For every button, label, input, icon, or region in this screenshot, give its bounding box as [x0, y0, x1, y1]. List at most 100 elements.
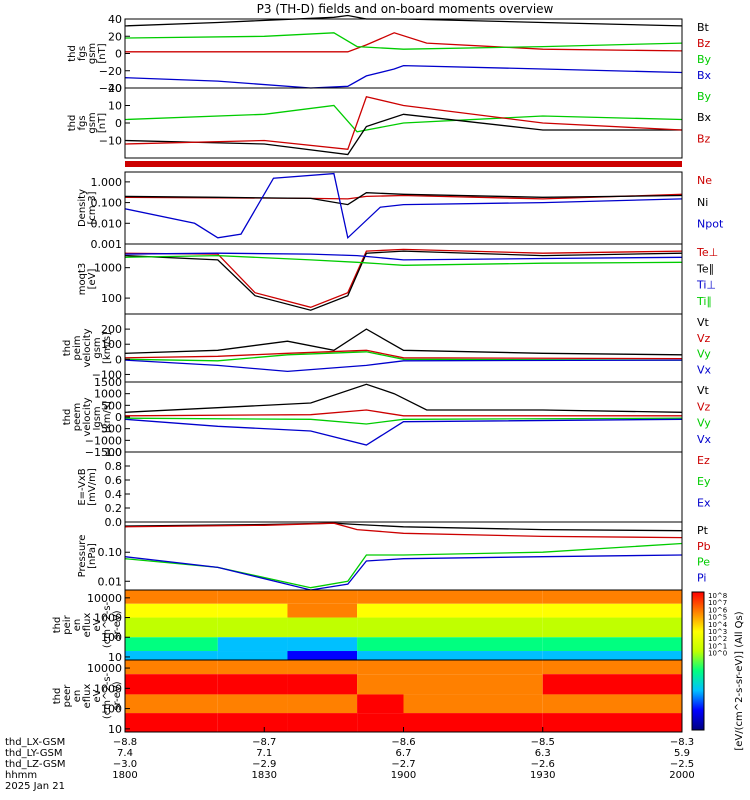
series-line-Vz — [124, 349, 683, 360]
colorbar-tick: 10^5 — [708, 614, 727, 622]
y-axis-label: eflux — [82, 684, 93, 709]
heatmap-cell — [217, 590, 288, 604]
heatmap-cell — [542, 651, 682, 660]
x-row-value: −2.5 — [670, 759, 694, 770]
panel-7 — [124, 451, 683, 523]
y-axis-label: peem — [72, 403, 83, 431]
series-line-Bz — [124, 96, 683, 151]
y-tick-label: 0.6 — [105, 474, 123, 487]
panel-frame — [124, 381, 683, 453]
y-tick-label: 10000 — [87, 662, 122, 675]
series-line-Bx — [124, 64, 683, 89]
y-tick-label: 1000 — [94, 262, 122, 275]
x-row-value: −2.9 — [252, 759, 276, 770]
heatmap-cell — [403, 651, 543, 660]
y-axis-label: [km/s] — [102, 401, 113, 433]
panel-5 — [124, 313, 683, 383]
y-tick-label: 40 — [108, 13, 122, 26]
y-tick-label: 100 — [101, 338, 122, 351]
series-line-Pe — [124, 542, 683, 589]
series-line-Npot — [124, 172, 683, 240]
y-axis-label: [eV] — [87, 269, 98, 290]
heatmap-cell — [403, 713, 543, 732]
y-tick-label: 0.100 — [91, 197, 123, 210]
legend-Npot: Npot — [697, 218, 724, 231]
y-axis-label: fgs — [77, 115, 88, 130]
legend-Pi: Pi — [697, 571, 706, 584]
colorbar — [691, 591, 705, 731]
y-axis-label: en — [72, 690, 83, 703]
y-axis-label: [nPa] — [87, 543, 98, 569]
y-axis-label: thd — [67, 115, 78, 132]
y-tick-label: 10 — [108, 651, 122, 664]
y-axis-label: thd — [67, 45, 78, 62]
series-line-Vy — [124, 351, 683, 362]
x-row-value: −8.5 — [531, 737, 555, 748]
series-line-Te∥ — [124, 250, 683, 311]
panel-frame — [124, 451, 683, 523]
x-row-value: −3.0 — [113, 759, 137, 770]
y-axis-label: gsm — [87, 112, 98, 133]
heatmap-cell — [125, 660, 218, 675]
series-line-Vx — [124, 359, 683, 373]
y-axis-label: [mV/m] — [87, 468, 98, 506]
x-row-value: 1900 — [391, 770, 416, 781]
heatmap-cell — [357, 713, 404, 732]
series-line-Ni — [124, 192, 683, 206]
heatmap-cell — [217, 713, 288, 732]
y-tick-label: 0.01 — [98, 575, 123, 588]
series-line-Te⊥ — [124, 248, 683, 308]
heatmap-cell — [403, 617, 543, 638]
heatmap-cell — [125, 603, 218, 618]
y-axis-label: eflux — [82, 613, 93, 638]
y-tick-label: −10 — [99, 135, 122, 148]
legend-Bz: Bz — [697, 132, 711, 145]
x-row-value: −8.6 — [391, 737, 415, 748]
series-line-Ti⊥ — [124, 252, 683, 261]
series-line-Bt — [124, 14, 683, 27]
heatmap-cell — [125, 694, 218, 714]
panel-10 — [124, 659, 683, 733]
heatmap-cell — [357, 603, 404, 618]
x-row-value: 1800 — [112, 770, 137, 781]
heatmap-cell — [403, 590, 543, 604]
y-tick-label: 20 — [108, 82, 122, 95]
legend-Vx: Vx — [697, 433, 712, 446]
heatmap-cell — [217, 674, 288, 695]
x-row-value: 7.4 — [117, 748, 133, 759]
heatmap-cell — [357, 617, 404, 638]
x-row-name: thd_LZ-GSM — [5, 759, 66, 770]
legend-Vz: Vz — [697, 400, 711, 413]
heatmap-cell — [403, 674, 543, 695]
flag-bar — [125, 161, 682, 167]
heatmap-cell — [357, 590, 404, 604]
heatmap-cell — [357, 651, 404, 660]
y-axis-label: [cm-3] — [87, 191, 98, 224]
y-tick-label: 100 — [101, 631, 122, 644]
legend-Ti∥: Ti∥ — [696, 295, 712, 308]
y-tick-label: 1000 — [94, 612, 122, 625]
panel-3 — [124, 171, 683, 245]
heatmap-cell — [287, 660, 358, 675]
colorbar-tick: 10^7 — [708, 599, 727, 607]
heatmap-cell — [357, 694, 404, 714]
y-tick-label: 0.8 — [105, 460, 123, 473]
y-axis-label: sr-eV) — [112, 681, 123, 710]
x-row-name: thd_LX-GSM — [5, 737, 65, 748]
y-axis-label: (cm^2-s- — [102, 601, 113, 648]
heatmap-cell — [125, 590, 218, 604]
y-axis-label: E=-VxB — [77, 468, 88, 505]
series-line-By — [124, 32, 683, 50]
y-tick-label: 0.2 — [105, 502, 123, 515]
legend-Te⊥: Te⊥ — [696, 246, 718, 259]
x-date: 2025 Jan 21 — [5, 781, 65, 792]
heatmap-cell — [542, 617, 682, 638]
legend-Ey: Ey — [697, 475, 711, 488]
y-axis-label: velocity — [82, 397, 93, 436]
y-axis-label: peer — [62, 684, 73, 708]
y-tick-label: −500 — [92, 423, 122, 436]
heatmap-cell — [542, 603, 682, 618]
y-axis-label: fgs — [77, 46, 88, 61]
y-tick-label: 10 — [108, 100, 122, 113]
heatmap-cell — [403, 603, 543, 618]
